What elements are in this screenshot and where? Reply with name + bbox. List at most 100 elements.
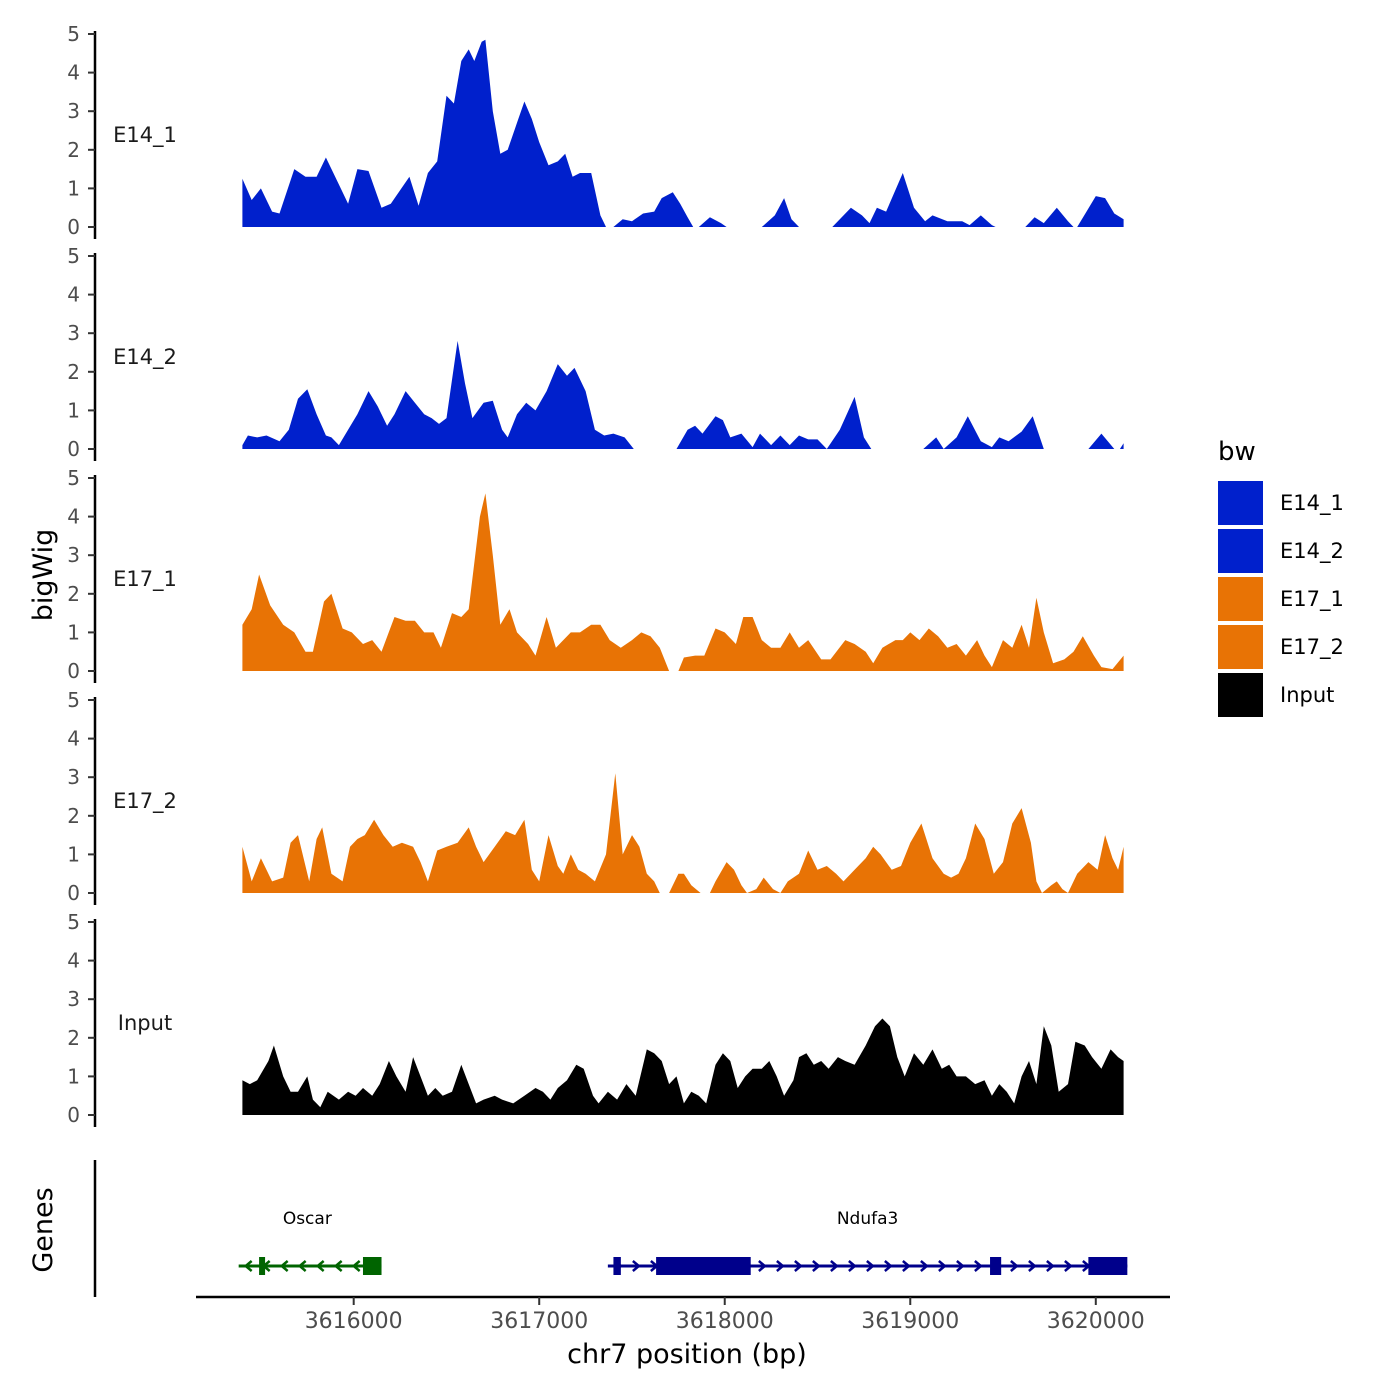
y-tick-label: 0 — [67, 215, 80, 239]
gene-name-label: Oscar — [283, 1209, 332, 1229]
strand-chevron — [920, 1260, 929, 1272]
strand-chevron — [632, 1260, 641, 1272]
legend-swatch — [1218, 625, 1263, 669]
signal-area — [242, 39, 1124, 227]
legend: bw E14_1 E14_2 E17_1 E17_2 Input — [1218, 437, 1344, 717]
y-tick-label: 5 — [67, 466, 80, 490]
track-label: Input — [118, 1011, 172, 1035]
gene-exon — [990, 1257, 1002, 1275]
x-tick-label: 3619000 — [861, 1309, 959, 1334]
y-tick-label: 0 — [67, 437, 80, 461]
legend-label: E17_2 — [1280, 635, 1344, 660]
legend-label: E14_2 — [1280, 539, 1344, 564]
strand-chevron — [315, 1260, 325, 1272]
y-tick-label: 4 — [67, 727, 80, 751]
y-tick-label: 0 — [67, 881, 80, 905]
strand-chevron — [812, 1260, 821, 1272]
strand-chevron — [297, 1260, 307, 1272]
track-label: E14_1 — [113, 123, 177, 148]
signal-tracks: 0 1 2 3 4 5 E14_1 0 1 2 3 4 5 E14_2 0 1 2 3 4 5 E17_1 0 1 2 3 4 5 E… — [67, 22, 1124, 1127]
y-tick-label: 0 — [67, 1103, 80, 1127]
legend-swatch — [1218, 577, 1263, 621]
signal-area — [242, 773, 1124, 893]
y-tick-label: 4 — [67, 283, 80, 307]
gene-name-label: Ndufa3 — [837, 1209, 899, 1229]
gene-track: Oscar Ndufa3 — [93, 1160, 1128, 1297]
strand-chevron — [1028, 1260, 1037, 1272]
strand-chevron — [956, 1260, 965, 1272]
legend-swatch — [1218, 529, 1263, 573]
gene-exon — [259, 1257, 266, 1275]
y-tick-label: 3 — [67, 321, 80, 345]
gene-exon — [1088, 1257, 1128, 1275]
legend-swatch — [1218, 481, 1263, 525]
y-tick-label: 3 — [67, 765, 80, 789]
track-e14-2: 0 1 2 3 4 5 E14_2 — [67, 244, 1124, 461]
track-label: E17_1 — [113, 567, 177, 592]
y-tick-label: 5 — [67, 244, 80, 268]
strand-chevron — [794, 1260, 803, 1272]
legend-item: Input — [1218, 673, 1334, 717]
y-tick-label: 1 — [67, 1064, 80, 1088]
legend-swatch — [1218, 673, 1263, 717]
track-e14-1: 0 1 2 3 4 5 E14_1 — [67, 22, 1124, 239]
gene-ndufa3: Ndufa3 — [607, 1209, 1128, 1275]
genes-panel-title: Genes — [28, 1187, 59, 1272]
y-tick-label: 3 — [67, 987, 80, 1011]
strand-chevron — [974, 1260, 983, 1272]
gene-exon — [656, 1257, 751, 1275]
legend-label: Input — [1280, 683, 1334, 707]
y-tick-label: 3 — [67, 99, 80, 123]
legend-item: E17_2 — [1218, 625, 1344, 669]
x-tick-label: 3617000 — [490, 1309, 588, 1334]
legend-item: E14_2 — [1218, 529, 1344, 573]
legend-item: E17_1 — [1218, 577, 1344, 621]
strand-chevron — [333, 1260, 343, 1272]
x-tick-label: 3618000 — [676, 1309, 774, 1334]
track-e17-2: 0 1 2 3 4 5 E17_2 — [67, 688, 1124, 905]
y-tick-label: 1 — [67, 398, 80, 422]
y-tick-label: 4 — [67, 61, 80, 85]
strand-chevron — [776, 1260, 785, 1272]
x-axis: 3616000 3617000 3618000 3619000 3620000 — [196, 1295, 1170, 1334]
y-tick-label: 5 — [67, 22, 80, 46]
legend-title: bw — [1218, 437, 1256, 467]
y-tick-label: 4 — [67, 505, 80, 529]
x-tick-label: 3620000 — [1047, 1309, 1145, 1334]
y-tick-label: 2 — [67, 138, 80, 162]
strand-chevron — [279, 1260, 289, 1272]
signal-area — [242, 1018, 1124, 1115]
signal-area — [242, 493, 1124, 671]
y-tick-label: 1 — [67, 620, 80, 644]
track-input: 0 1 2 3 4 5 Input — [67, 910, 1124, 1127]
y-tick-label: 2 — [67, 360, 80, 384]
strand-chevron — [830, 1260, 839, 1272]
gene-exon — [362, 1257, 382, 1275]
y-tick-label: 5 — [67, 688, 80, 712]
y-tick-label: 2 — [67, 804, 80, 828]
legend-label: E17_1 — [1280, 587, 1344, 612]
gene-exon — [613, 1257, 621, 1275]
y-tick-label: 1 — [67, 176, 80, 200]
strand-chevron — [1064, 1260, 1073, 1272]
track-e17-1: 0 1 2 3 4 5 E17_1 — [67, 466, 1124, 683]
y-tick-label: 2 — [67, 582, 80, 606]
legend-label: E14_1 — [1280, 491, 1344, 516]
y-tick-label: 3 — [67, 543, 80, 567]
strand-chevron — [938, 1260, 947, 1272]
y-tick-label: 0 — [67, 659, 80, 683]
legend-item: E14_1 — [1218, 481, 1344, 525]
signal-area — [242, 340, 1124, 449]
strand-chevron — [1010, 1260, 1019, 1272]
strand-chevron — [902, 1260, 911, 1272]
x-tick-label: 3616000 — [305, 1309, 403, 1334]
y-tick-label: 4 — [67, 949, 80, 973]
y-tick-label: 2 — [67, 1026, 80, 1050]
y-tick-label: 5 — [67, 910, 80, 934]
x-axis-title: chr7 position (bp) — [567, 1339, 807, 1370]
strand-chevron — [1046, 1260, 1055, 1272]
y-tick-label: 1 — [67, 842, 80, 866]
track-label: E14_2 — [113, 345, 177, 370]
y-axis-title: bigWig — [28, 529, 59, 622]
